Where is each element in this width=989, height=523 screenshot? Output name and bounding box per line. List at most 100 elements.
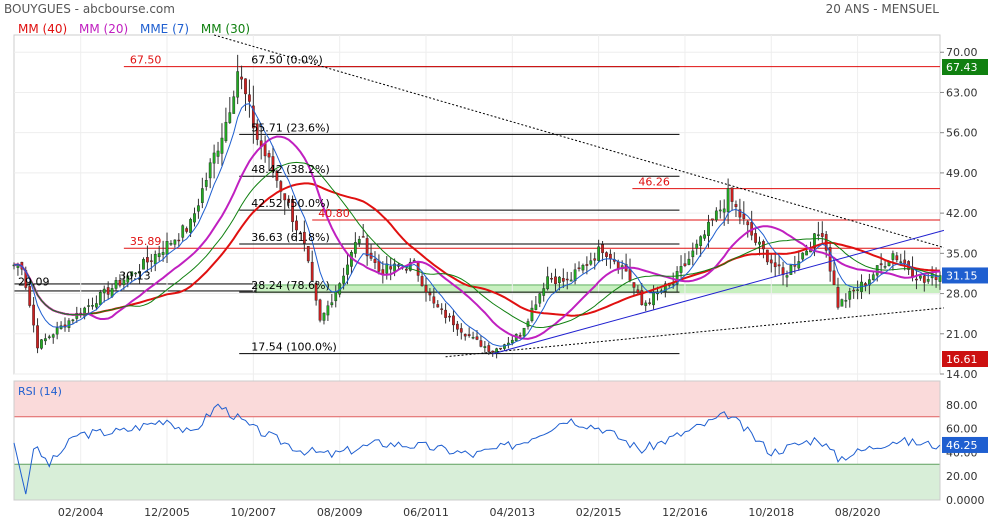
- candle-up: [40, 339, 43, 349]
- x-tick-label: 02/2004: [58, 506, 104, 519]
- price-level-label: 40.80: [318, 207, 350, 220]
- legend-mm30: MM (30): [200, 22, 251, 36]
- candle-up: [691, 250, 695, 258]
- candle-up: [883, 266, 887, 268]
- candle-up: [102, 288, 106, 294]
- candle-up: [871, 274, 875, 280]
- candle-down: [32, 304, 35, 326]
- candle-up: [726, 188, 730, 213]
- candle-up: [385, 263, 389, 274]
- candle-up: [114, 280, 118, 289]
- candle-down: [711, 218, 714, 221]
- candle-down: [475, 336, 479, 340]
- candle-up: [134, 272, 138, 275]
- candle-up: [703, 234, 706, 239]
- candle-down: [781, 267, 785, 275]
- candle-down: [769, 259, 773, 264]
- legend-mm40: MM (40): [18, 22, 68, 36]
- candle-down: [754, 233, 757, 243]
- rsi-last-badge-bg: [942, 436, 988, 453]
- candle-down: [616, 261, 620, 269]
- candle-down: [777, 264, 781, 267]
- candle-up: [71, 319, 75, 322]
- candle-up: [569, 279, 573, 282]
- candle-up: [581, 264, 585, 271]
- candle-up: [212, 152, 216, 164]
- candle-down: [373, 259, 377, 263]
- rsi-tick-label: 0.0000: [946, 494, 985, 507]
- rsi-panel-frame: [13, 380, 941, 501]
- candle-up: [856, 289, 859, 291]
- candle-down: [275, 170, 279, 181]
- candle-down: [361, 236, 365, 238]
- candle-up: [875, 265, 879, 276]
- rsi-tick-label: 60.00: [946, 423, 978, 436]
- x-tick-label: 02/2015: [576, 506, 622, 519]
- candle-up: [558, 276, 561, 284]
- price-tick-label: 35.00: [946, 247, 978, 260]
- candle-up: [204, 180, 208, 187]
- chart-title: BOUYGUES - abcbourse.com: [4, 2, 175, 16]
- candle-down: [432, 296, 436, 304]
- candle-down: [318, 299, 322, 321]
- candle-down: [146, 257, 149, 263]
- candle-up: [699, 236, 703, 246]
- trendline: [213, 34, 945, 249]
- candle-down: [248, 94, 251, 102]
- rsi-line: [13, 403, 941, 495]
- price-level-label: 46.26: [638, 176, 670, 189]
- candle-down: [299, 232, 302, 234]
- candle-down: [828, 247, 832, 272]
- candle-up: [142, 259, 145, 270]
- candle-up: [173, 239, 177, 245]
- mme7-line: [13, 103, 941, 347]
- candle-up: [534, 304, 538, 310]
- candle-down: [185, 228, 189, 232]
- candle-down: [118, 279, 122, 286]
- candle-down: [852, 289, 856, 292]
- candle-down: [518, 335, 522, 337]
- candle-down: [605, 252, 608, 257]
- candle-down: [428, 292, 432, 296]
- candle-up: [844, 300, 848, 302]
- candle-up: [47, 336, 51, 338]
- candle-down: [365, 238, 369, 257]
- candle-up: [67, 320, 71, 328]
- candle-down: [895, 255, 899, 261]
- candle-up: [122, 279, 126, 286]
- ma40-line: [13, 182, 940, 317]
- candle-up: [181, 225, 185, 238]
- candle-down: [640, 290, 644, 305]
- candle-up: [644, 302, 648, 306]
- candle-down: [683, 263, 687, 266]
- x-tick-label: 12/2005: [144, 506, 190, 519]
- candle-up: [919, 275, 922, 279]
- x-tick-label: 06/2011: [403, 506, 449, 519]
- candle-up: [789, 264, 793, 275]
- candle-up: [330, 302, 334, 306]
- candle-up: [652, 292, 655, 306]
- candle-down: [244, 78, 247, 95]
- candle-up: [679, 266, 683, 273]
- candle-down: [648, 302, 652, 304]
- candle-down: [456, 323, 459, 330]
- trendline: [445, 307, 944, 358]
- candle-up: [483, 346, 487, 348]
- candle-up: [538, 293, 542, 304]
- candle-up: [342, 275, 345, 284]
- candle-up: [165, 241, 169, 255]
- candle-down: [440, 308, 444, 310]
- candle-down: [405, 268, 408, 271]
- last-price-badge: 31.15: [946, 269, 978, 282]
- candle-down: [836, 286, 840, 308]
- fib-level-label: 28.24 (78.6%): [251, 279, 330, 292]
- candle-up: [130, 271, 134, 277]
- candle-down: [585, 264, 589, 266]
- rsi-overbought-band: [14, 381, 940, 417]
- candle-up: [687, 258, 691, 265]
- candle-up: [169, 243, 173, 245]
- candle-down: [487, 345, 491, 352]
- candle-up: [938, 275, 942, 282]
- candle-down: [444, 309, 447, 318]
